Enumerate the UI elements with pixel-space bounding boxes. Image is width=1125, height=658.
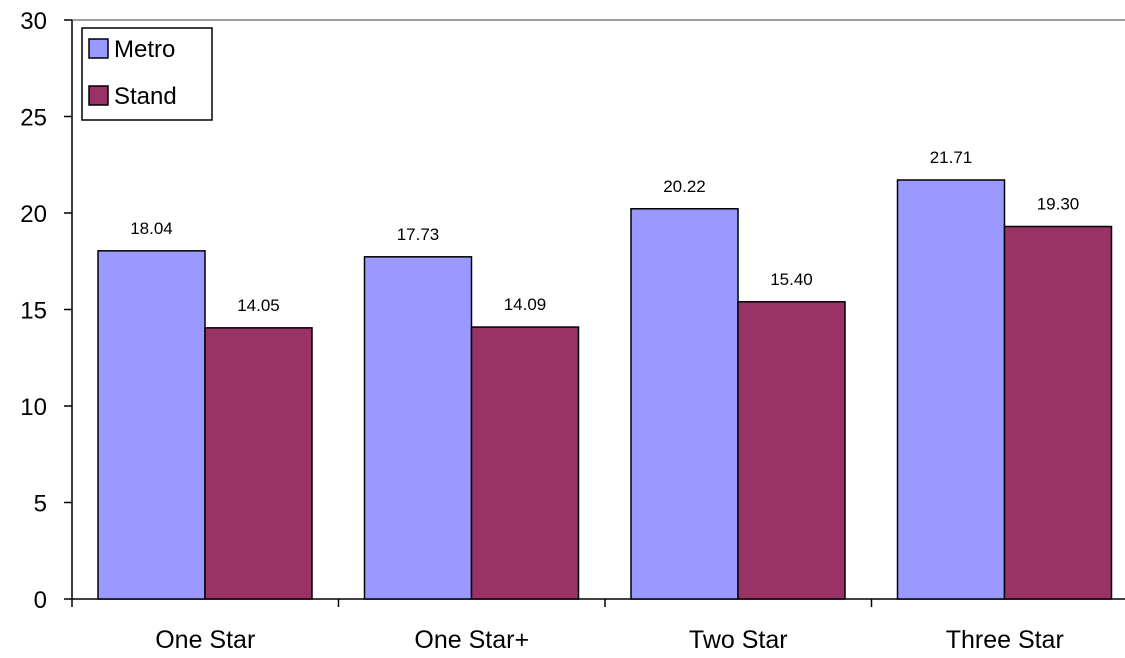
y-tick-label: 20 [20,201,47,228]
bar-stand [737,301,846,600]
legend-label-stand: Stand [114,83,177,110]
data-label-metro: 21.71 [930,148,973,167]
data-label-stand: 19.30 [1037,195,1080,214]
legend-swatch-metro [88,38,109,59]
bar-metro [97,250,206,600]
y-tick-label: 15 [20,298,47,325]
bar-metro [630,208,739,600]
legend: Metro Stand [81,27,213,121]
bar-stand [470,326,580,600]
data-label-stand: 14.09 [504,295,547,314]
data-label-metro: 20.22 [663,177,706,196]
y-tick-label: 25 [20,105,47,132]
data-labels: 18.04 14.05 17.73 14.09 20.22 15.40 21.71 19.30 [130,148,1079,315]
x-category-label: Two Star [689,626,788,654]
data-label-metro: 18.04 [130,219,173,238]
legend-label-metro: Metro [114,36,175,63]
x-category-label: One Star [155,626,255,654]
y-tick-label: 5 [34,491,47,518]
bar-metro [363,256,473,600]
x-category-label: Three Star [946,626,1064,654]
x-axis: One Star One Star+ Two Star Three Star [71,599,1064,654]
y-tick-label: 10 [20,394,47,421]
y-axis: 0 5 10 15 20 25 30 [20,8,72,614]
data-label-metro: 17.73 [397,225,440,244]
bar-metro [896,179,1006,600]
bar-stand [1003,225,1113,600]
bars [97,179,1113,600]
y-tick-label: 0 [34,587,47,614]
y-tick-label: 30 [20,8,47,35]
legend-swatch-stand [88,85,109,106]
data-label-stand: 15.40 [770,270,813,289]
x-category-label: One Star+ [414,626,529,654]
bar-stand [204,327,313,600]
data-label-stand: 14.05 [237,296,280,315]
